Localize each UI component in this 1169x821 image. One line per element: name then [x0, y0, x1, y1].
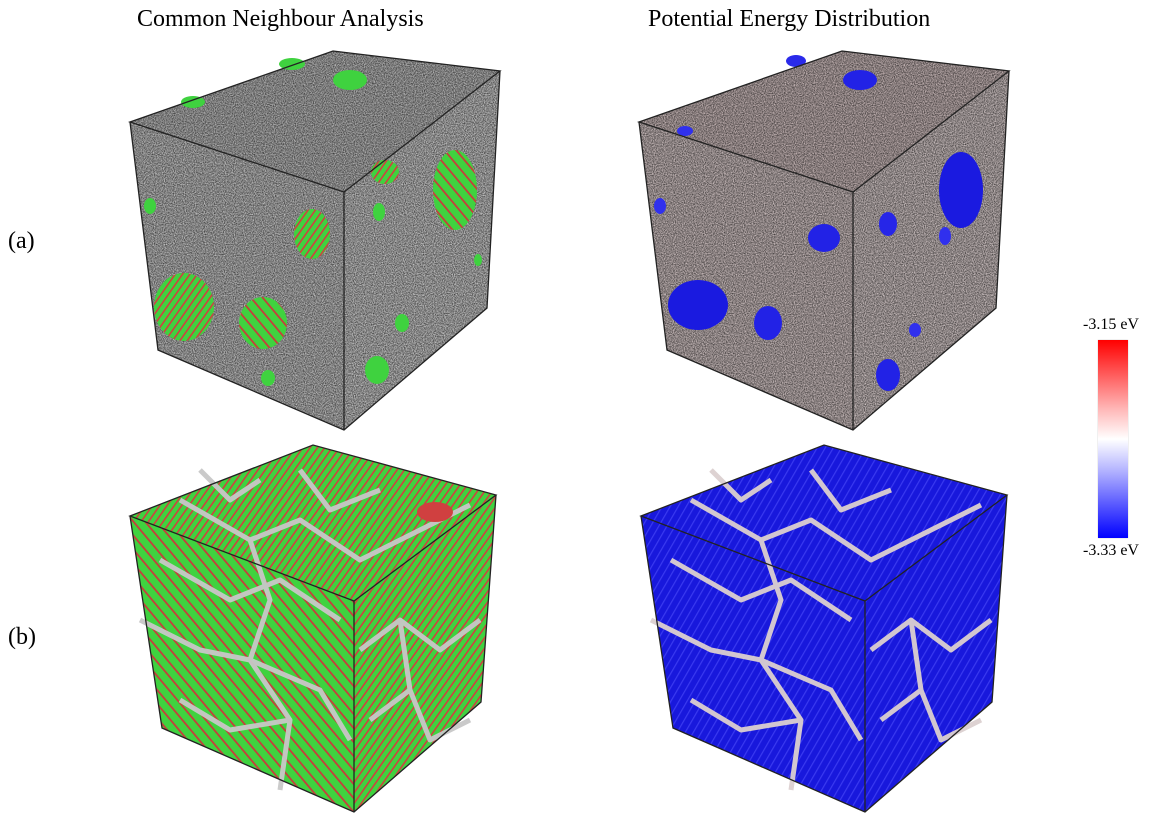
low-energy-grains — [654, 55, 983, 391]
colorbar-min-label: -3.33 eV — [1083, 542, 1139, 559]
row-label-a: (a) — [8, 228, 35, 254]
cube-a-energy — [636, 50, 1011, 431]
cube-b-cna — [128, 444, 498, 813]
fcc-grains — [144, 58, 482, 386]
grain-boundaries — [138, 468, 482, 791]
cube-edges — [127, 50, 502, 431]
colorbar-max-label: -3.15 eV — [1083, 316, 1139, 333]
column-title-cna: Common Neighbour Analysis — [137, 6, 424, 32]
row-label-b: (b) — [8, 624, 36, 650]
cube-b-energy — [639, 444, 1009, 813]
cube-a-cna — [127, 50, 502, 431]
colorbar — [1098, 340, 1128, 538]
column-title-energy: Potential Energy Distribution — [648, 6, 931, 32]
